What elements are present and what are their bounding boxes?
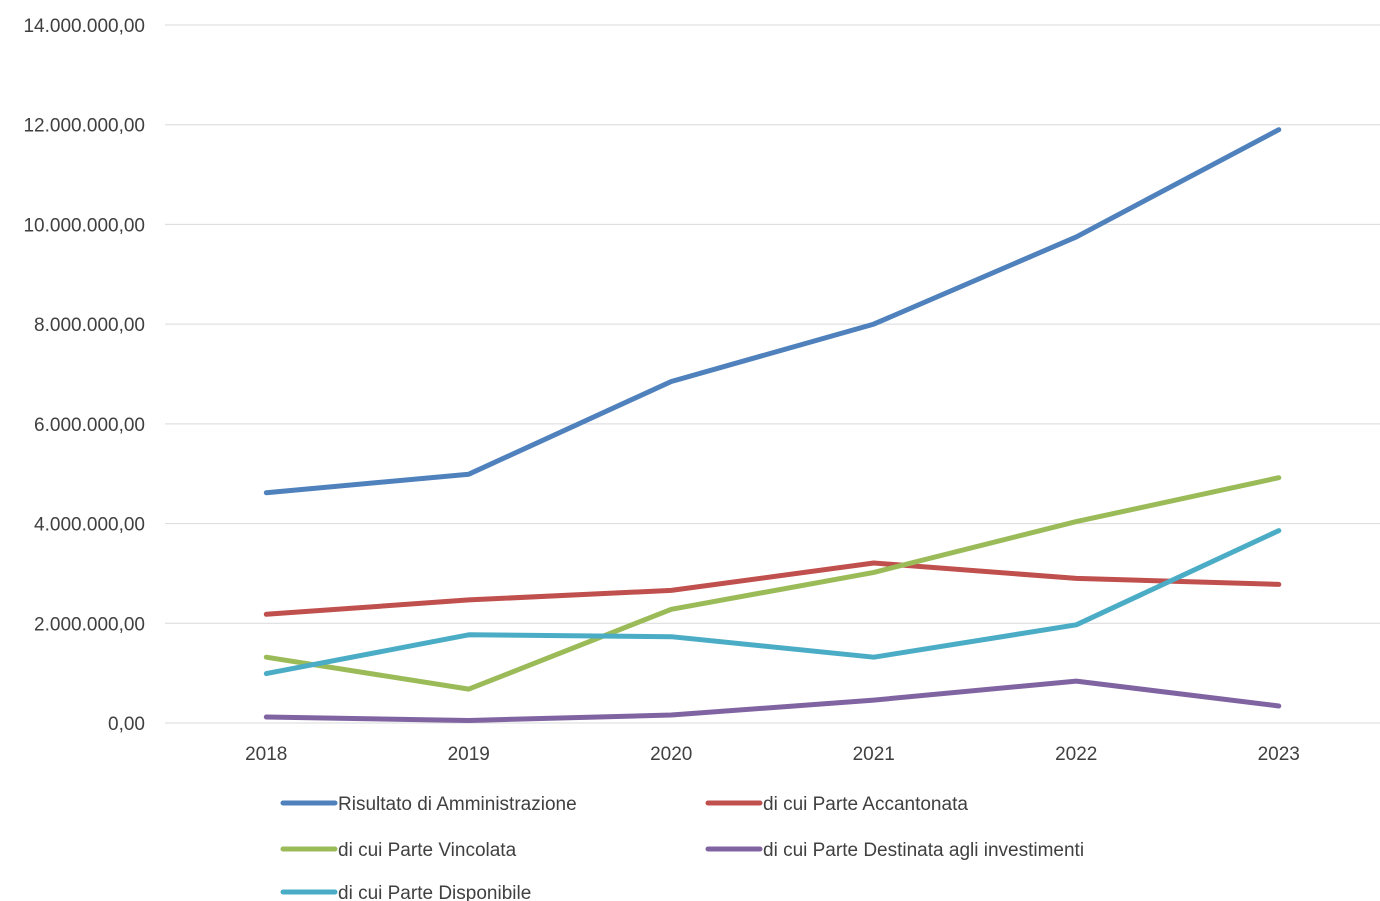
legend-item: di cui Parte Disponibile xyxy=(280,883,531,901)
legend-item: Risultato di Amministrazione xyxy=(280,794,577,815)
series-line-1 xyxy=(263,127,1282,496)
y-tick-label: 14.000.000,00 xyxy=(23,16,145,37)
gridlines xyxy=(165,24,1380,724)
legend-label: di cui Parte Destinata agli investimenti xyxy=(763,840,1084,861)
y-tick-label: 0,00 xyxy=(108,714,145,735)
y-tick-label: 10.000.000,00 xyxy=(23,215,145,236)
y-tick-label: 6.000.000,00 xyxy=(34,415,145,436)
series-line-5 xyxy=(263,528,1282,677)
y-tick-label: 8.000.000,00 xyxy=(34,315,145,336)
series-line-4 xyxy=(263,678,1282,723)
series-line-2 xyxy=(263,560,1282,617)
x-tick-label: 2019 xyxy=(448,744,490,765)
legend-label: di cui Parte Accantonata xyxy=(763,794,968,815)
series-line-3 xyxy=(263,475,1282,692)
legend-item: di cui Parte Vincolata xyxy=(280,840,517,861)
x-tick-label: 2022 xyxy=(1055,744,1097,765)
x-tick-label: 2018 xyxy=(245,744,287,765)
legend-item: di cui Parte Destinata agli investimenti xyxy=(705,840,1084,861)
legend-label: di cui Parte Vincolata xyxy=(338,840,517,861)
y-tick-label: 12.000.000,00 xyxy=(23,116,145,137)
y-tick-label: 2.000.000,00 xyxy=(34,614,145,635)
legend-label: Risultato di Amministrazione xyxy=(338,794,577,815)
legend-label: di cui Parte Disponibile xyxy=(338,883,531,901)
y-axis: 0,00 2.000.000,00 4.000.000,00 6.000.000,00… xyxy=(23,16,145,735)
y-tick-label: 4.000.000,00 xyxy=(34,515,145,536)
x-tick-label: 2023 xyxy=(1258,744,1300,765)
legend-item: di cui Parte Accantonata xyxy=(705,794,968,815)
x-tick-label: 2020 xyxy=(650,744,692,765)
legend: Risultato di Amministrazione di cui Parte… xyxy=(280,794,1084,901)
x-tick-label: 2021 xyxy=(853,744,895,765)
plot-area xyxy=(263,127,1282,723)
x-axis: 2018 2019 2020 2021 2022 2023 xyxy=(245,744,1300,765)
